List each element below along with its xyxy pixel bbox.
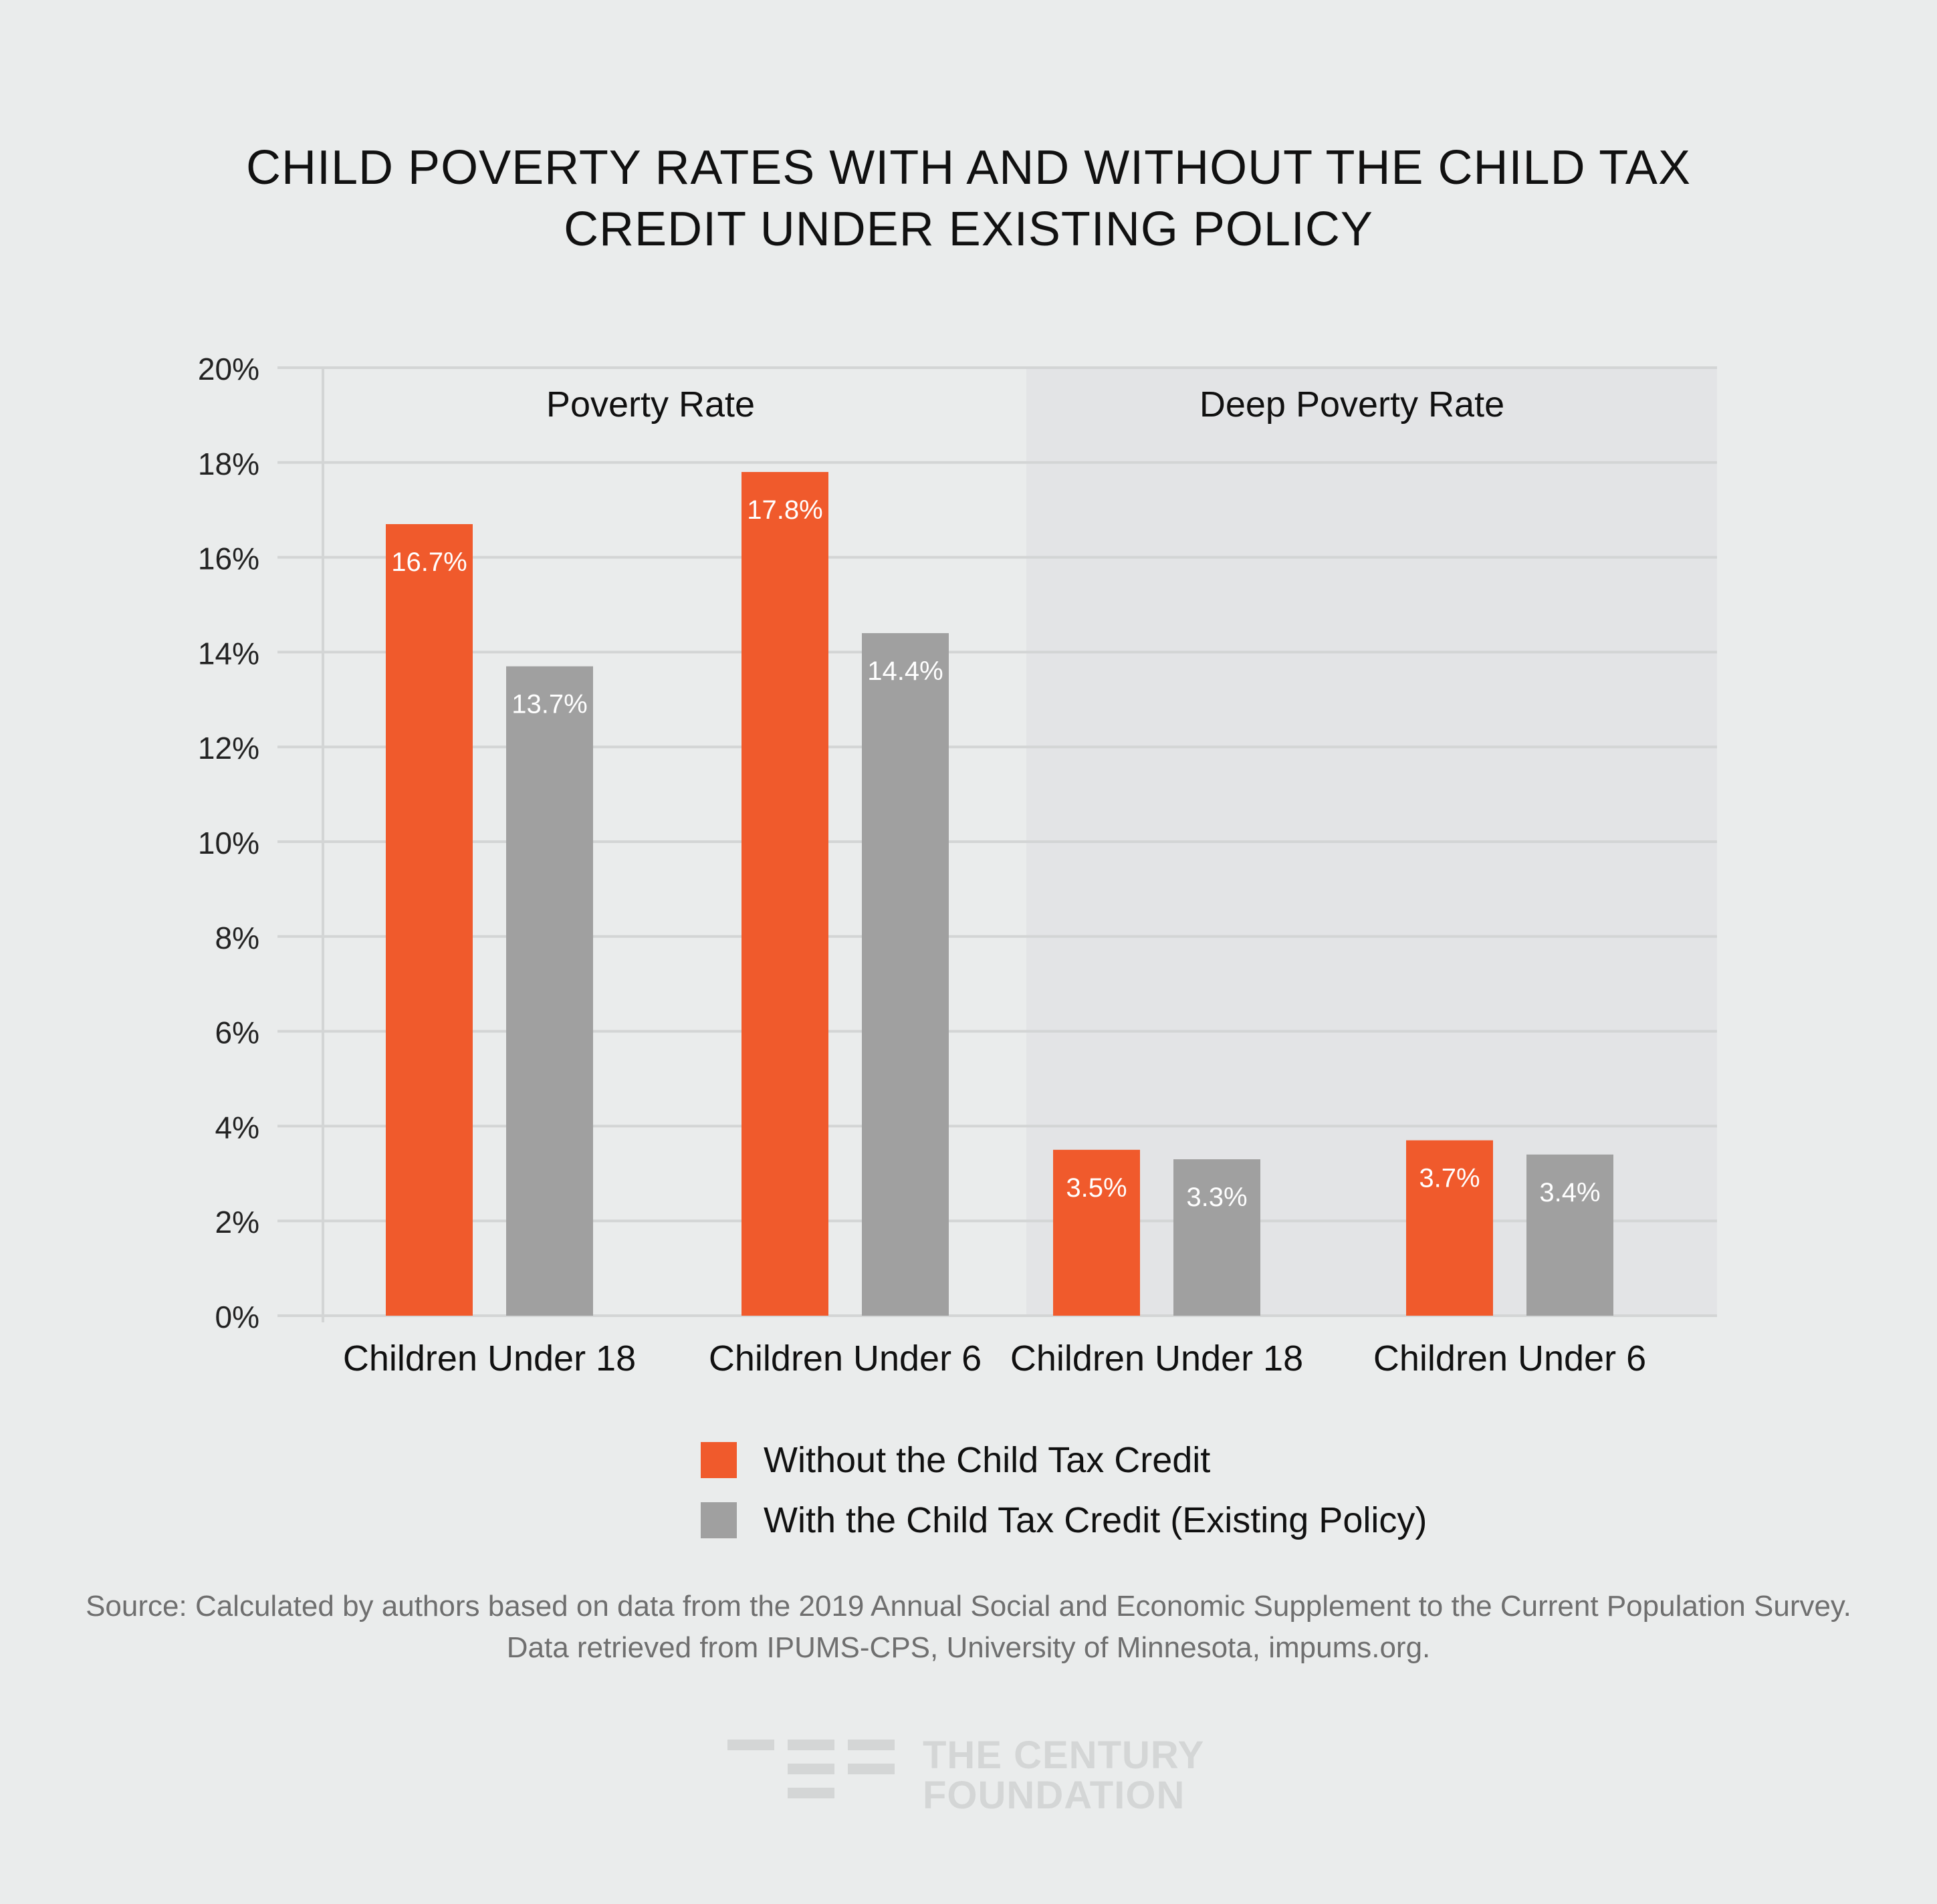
bar bbox=[386, 523, 473, 1316]
y-tick-label: 2% bbox=[215, 1205, 259, 1239]
source-line-2: Data retrieved from IPUMS-CPS, Universit… bbox=[506, 1631, 1431, 1664]
y-tick-label: 0% bbox=[215, 1300, 259, 1334]
y-tick-label: 18% bbox=[198, 447, 259, 481]
bar bbox=[1406, 1140, 1493, 1316]
y-tick-label: 8% bbox=[215, 921, 259, 955]
y-tick-label: 10% bbox=[198, 826, 259, 860]
x-tick-label: Children Under 18 bbox=[343, 1338, 636, 1379]
y-tick-label: 4% bbox=[215, 1110, 259, 1145]
data-label: 3.7% bbox=[1419, 1164, 1480, 1193]
logo-wordmark: THE CENTURY FOUNDATION bbox=[923, 1734, 1205, 1817]
data-label: 16.7% bbox=[391, 548, 467, 577]
legend-swatch-with-ctc bbox=[701, 1502, 737, 1538]
century-foundation-logo: THE CENTURY FOUNDATION bbox=[727, 1736, 1209, 1816]
x-tick-label: Children Under 6 bbox=[709, 1338, 982, 1379]
bar bbox=[1173, 1159, 1260, 1316]
logo-mark-icon bbox=[727, 1740, 895, 1800]
legend-swatch-without-ctc bbox=[701, 1442, 737, 1478]
data-label: 13.7% bbox=[511, 690, 587, 719]
data-label: 3.5% bbox=[1066, 1173, 1127, 1203]
y-axis: 0% 2% 4% 6% 8% 10% 12% 14% 16% 18% 20% bbox=[198, 352, 324, 1334]
bar bbox=[862, 633, 949, 1316]
bar bbox=[506, 666, 593, 1316]
source-note: Source: Calculated by authors based on d… bbox=[0, 1586, 1937, 1669]
data-label: 3.3% bbox=[1186, 1183, 1247, 1212]
x-axis: Children Under 18 Children Under 6 Childre… bbox=[343, 1338, 1646, 1379]
data-labels: 16.7% 17.8% 3.5% 3.7% 13.7% 14.4% 3.3% 3.4% bbox=[391, 495, 1600, 1212]
panel-labels: Poverty Rate Deep Poverty Rate bbox=[546, 384, 1504, 425]
legend-label-without-ctc: Without the Child Tax Credit bbox=[764, 1440, 1211, 1480]
panel-label: Poverty Rate bbox=[546, 384, 755, 425]
bar bbox=[1053, 1149, 1140, 1316]
data-label: 3.4% bbox=[1539, 1178, 1600, 1207]
bars bbox=[386, 471, 1613, 1316]
x-tick-label: Children Under 18 bbox=[1010, 1338, 1303, 1379]
y-tick-label: 12% bbox=[198, 731, 259, 765]
y-tick-label: 20% bbox=[198, 352, 259, 386]
y-tick-label: 6% bbox=[215, 1016, 259, 1050]
chart-title: CHILD POVERTY RATES WITH AND WITHOUT THE… bbox=[0, 137, 1937, 260]
x-tick-label: Children Under 6 bbox=[1373, 1338, 1646, 1379]
legend-label-with-ctc: With the Child Tax Credit (Existing Poli… bbox=[764, 1500, 1428, 1540]
bar bbox=[742, 471, 828, 1316]
data-label: 17.8% bbox=[747, 495, 822, 525]
bar bbox=[1526, 1154, 1613, 1316]
panel-label: Deep Poverty Rate bbox=[1200, 384, 1504, 425]
y-tick-label: 16% bbox=[198, 542, 259, 576]
data-label: 14.4% bbox=[867, 657, 943, 686]
y-tick-label: 14% bbox=[198, 636, 259, 671]
chart-title-line-2: CREDIT UNDER EXISTING POLICY bbox=[564, 203, 1373, 256]
chart-title-line-1: CHILD POVERTY RATES WITH AND WITHOUT THE… bbox=[246, 141, 1691, 195]
source-line-1: Source: Calculated by authors based on d… bbox=[86, 1590, 1851, 1623]
